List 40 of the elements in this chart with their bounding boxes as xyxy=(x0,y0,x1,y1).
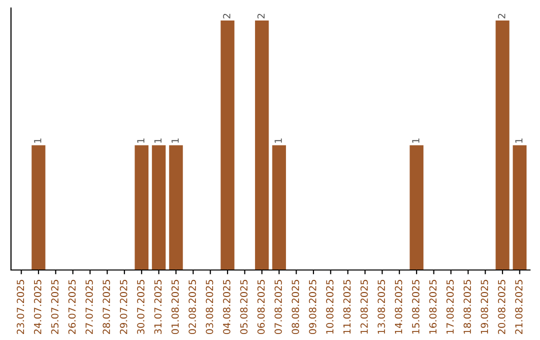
x-tick-label: 24.07.2025 xyxy=(34,280,42,334)
data-label: 1 xyxy=(34,138,42,143)
x-tick-label: 23.07.2025 xyxy=(16,280,24,334)
x-tick-label: 14.08.2025 xyxy=(394,280,402,334)
x-tick-label: 02.08.2025 xyxy=(188,280,196,334)
x-tick-label: 04.08.2025 xyxy=(223,280,230,334)
x-tick-label: 09.08.2025 xyxy=(308,280,316,334)
data-label: 2 xyxy=(223,14,230,18)
data-label: 1 xyxy=(412,138,420,143)
data-label: 1 xyxy=(172,138,179,143)
data-label: 1 xyxy=(154,138,162,143)
x-tick-label: 31.07.2025 xyxy=(154,280,162,334)
x-tick-label: 01.08.2025 xyxy=(171,280,179,334)
x-tick-label: 21.08.2025 xyxy=(515,280,523,334)
x-tick-label: 28.07.2025 xyxy=(102,280,110,334)
x-tick-label: 26.07.2025 xyxy=(68,280,76,334)
x-tick-label: 15.08.2025 xyxy=(412,280,420,334)
x-tick-label: 06.08.2025 xyxy=(257,280,265,334)
x-tick-label: 19.08.2025 xyxy=(480,280,488,334)
x-tick-label: 30.07.2025 xyxy=(137,280,144,334)
data-label: 2 xyxy=(498,14,506,18)
x-tick-label: 27.07.2025 xyxy=(86,280,93,334)
x-tick-label: 13.08.2025 xyxy=(378,280,386,334)
x-tick-label: 17.08.2025 xyxy=(446,280,454,334)
x-tick-label: 08.08.2025 xyxy=(292,280,300,334)
x-tick-label: 05.08.2025 xyxy=(240,280,248,334)
x-tick-label: 03.08.2025 xyxy=(206,280,214,334)
data-label: 2 xyxy=(257,14,265,18)
x-tick-label: 12.08.2025 xyxy=(360,280,368,334)
x-tick-label: 07.08.2025 xyxy=(274,280,282,334)
x-tick-label: 16.08.2025 xyxy=(429,280,437,334)
x-tick-label: 11.08.2025 xyxy=(343,280,351,334)
x-tick-label: 10.08.2025 xyxy=(326,280,334,334)
data-label: 1 xyxy=(515,138,522,143)
x-tick-label: 18.08.2025 xyxy=(464,280,471,334)
data-label: 1 xyxy=(137,138,144,143)
x-tick-label: 25.07.2025 xyxy=(51,280,59,334)
data-label: 1 xyxy=(274,138,282,143)
x-tick-label: 20.08.2025 xyxy=(498,280,506,334)
x-tick-label: 29.07.2025 xyxy=(120,280,128,334)
